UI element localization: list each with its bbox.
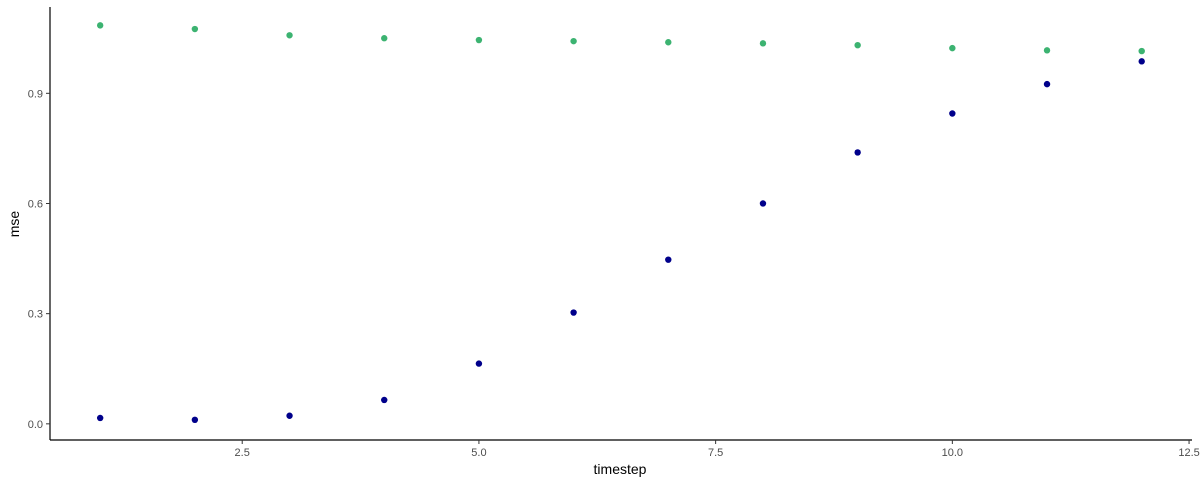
x-tick-label: 2.5 xyxy=(235,447,250,459)
x-tick-label: 7.5 xyxy=(708,447,723,459)
data-point-series-2 xyxy=(759,200,767,207)
y-axis-label: mse xyxy=(6,211,22,238)
data-point-series-1 xyxy=(665,39,672,46)
points-layer xyxy=(96,22,1145,424)
y-ticks: 0.0 0.3 0.6 0.9 xyxy=(28,88,50,431)
data-point-series-1 xyxy=(286,32,293,39)
data-point-series-1 xyxy=(1138,47,1145,55)
data-point-series-1 xyxy=(381,35,388,42)
data-point-series-2 xyxy=(286,412,293,419)
data-point-series-2 xyxy=(96,414,104,422)
data-point-series-1 xyxy=(949,44,956,52)
data-point-series-1 xyxy=(854,41,861,49)
y-tick-label: 0.6 xyxy=(28,198,43,210)
y-tick-label: 0.3 xyxy=(28,309,43,321)
data-point-series-2 xyxy=(475,360,483,367)
x-tick-label: 10.0 xyxy=(942,447,963,459)
x-axis-label: timestep xyxy=(594,461,647,477)
data-point-series-1 xyxy=(759,40,767,47)
data-point-series-2 xyxy=(854,149,861,156)
x-tick-label: 5.0 xyxy=(471,447,486,459)
x-tick-label: 12.5 xyxy=(1178,447,1199,459)
x-ticks: 2.5 5.0 7.5 10.0 12.5 xyxy=(235,440,1200,459)
data-point-series-2 xyxy=(1138,58,1145,65)
data-point-series-1 xyxy=(1043,47,1051,54)
data-point-series-1 xyxy=(191,25,199,33)
data-point-series-1 xyxy=(96,22,104,29)
data-point-series-2 xyxy=(570,309,577,316)
y-tick-label: 0.9 xyxy=(28,88,43,100)
data-point-series-2 xyxy=(381,396,388,404)
data-point-series-2 xyxy=(949,110,956,117)
data-point-series-1 xyxy=(570,37,577,45)
data-point-series-2 xyxy=(665,256,672,263)
data-point-series-2 xyxy=(191,416,199,424)
y-tick-label: 0.0 xyxy=(28,419,43,431)
data-point-series-2 xyxy=(1043,80,1051,88)
data-point-series-1 xyxy=(475,36,483,44)
